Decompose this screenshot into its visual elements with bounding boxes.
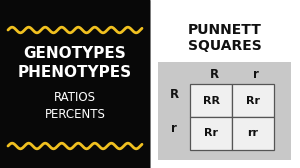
Text: R: R [169, 89, 178, 101]
Bar [232, 84, 274, 117]
Text: Rr: Rr [246, 95, 260, 106]
Bar [232, 117, 274, 150]
Text: R: R [209, 68, 219, 80]
Bar [0, 0, 150, 168]
Text: r: r [171, 121, 177, 135]
Text: Rr: Rr [204, 129, 218, 138]
Text: r: r [253, 68, 259, 80]
Text: rr: rr [248, 129, 259, 138]
Text: RATIOS
PERCENTS: RATIOS PERCENTS [45, 91, 105, 121]
Bar [150, 0, 300, 168]
Bar [190, 84, 232, 117]
Text: GENOTYPES
PHENOTYPES: GENOTYPES PHENOTYPES [18, 46, 132, 80]
Text: RR: RR [202, 95, 220, 106]
Bar [158, 62, 291, 160]
Text: PUNNETT
SQUARES: PUNNETT SQUARES [188, 23, 262, 53]
Bar [190, 117, 232, 150]
